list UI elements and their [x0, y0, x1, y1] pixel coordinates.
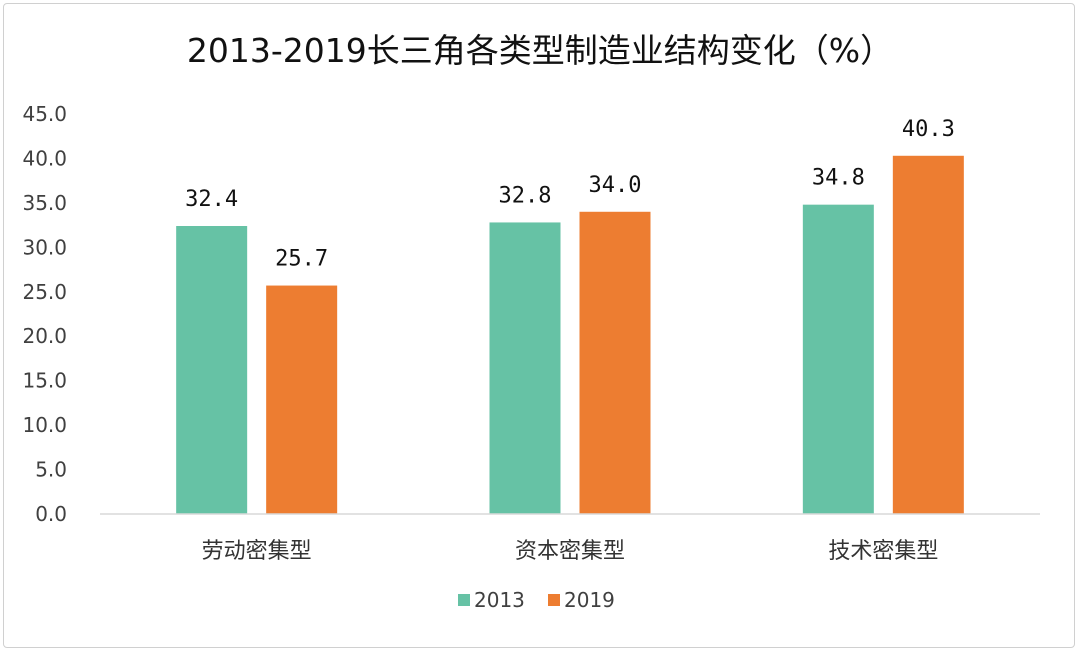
data-label-2013-2: 32.8 [499, 183, 552, 208]
bar-2013-3 [802, 204, 874, 514]
data-label-2013-1: 32.4 [185, 187, 238, 212]
y-tick-label: 5.0 [35, 458, 67, 482]
data-label-2019-3: 40.3 [902, 117, 955, 142]
chart-title: 2013-2019长三角各类型制造业结构变化（%） [187, 31, 893, 70]
x-category-label: 技术密集型 [828, 539, 938, 564]
bar-2013-2 [489, 222, 561, 514]
y-tick-label: 0.0 [35, 502, 67, 526]
y-tick-label: 45.0 [22, 102, 67, 126]
legend: 2013 2019 [458, 588, 615, 612]
y-tick-label: 30.0 [22, 235, 67, 259]
y-tick-label: 15.0 [22, 369, 67, 393]
y-tick-label: 25.0 [22, 280, 67, 304]
y-tick-label: 35.0 [22, 191, 67, 215]
x-category-label: 资本密集型 [515, 539, 625, 564]
data-label-2019-1: 25.7 [275, 247, 328, 272]
legend-label-2019: 2019 [564, 588, 615, 612]
bar-2019-2 [579, 211, 651, 514]
x-axis: 劳动密集型 资本密集型 技术密集型 [202, 539, 939, 564]
data-label-2013-3: 34.8 [812, 166, 865, 191]
y-tick-label: 20.0 [22, 324, 67, 348]
bar-2019-1 [266, 285, 338, 514]
legend-swatch-2013 [458, 594, 470, 606]
x-category-label: 劳动密集型 [202, 539, 312, 564]
y-tick-label: 40.0 [22, 146, 67, 170]
y-axis: 0.0 5.0 10.0 15.0 20.0 25.0 30.0 35.0 40.0 45.0 [22, 102, 67, 526]
legend-swatch-2019 [548, 594, 560, 606]
bar-2019-3 [892, 155, 964, 514]
data-label-2019-2: 34.0 [589, 173, 642, 198]
bars [176, 155, 964, 514]
bar-2013-1 [176, 226, 248, 514]
y-tick-label: 10.0 [22, 413, 67, 437]
data-labels: 32.4 25.7 32.8 34.0 34.8 40.3 [185, 117, 955, 272]
legend-label-2013: 2013 [474, 588, 525, 612]
